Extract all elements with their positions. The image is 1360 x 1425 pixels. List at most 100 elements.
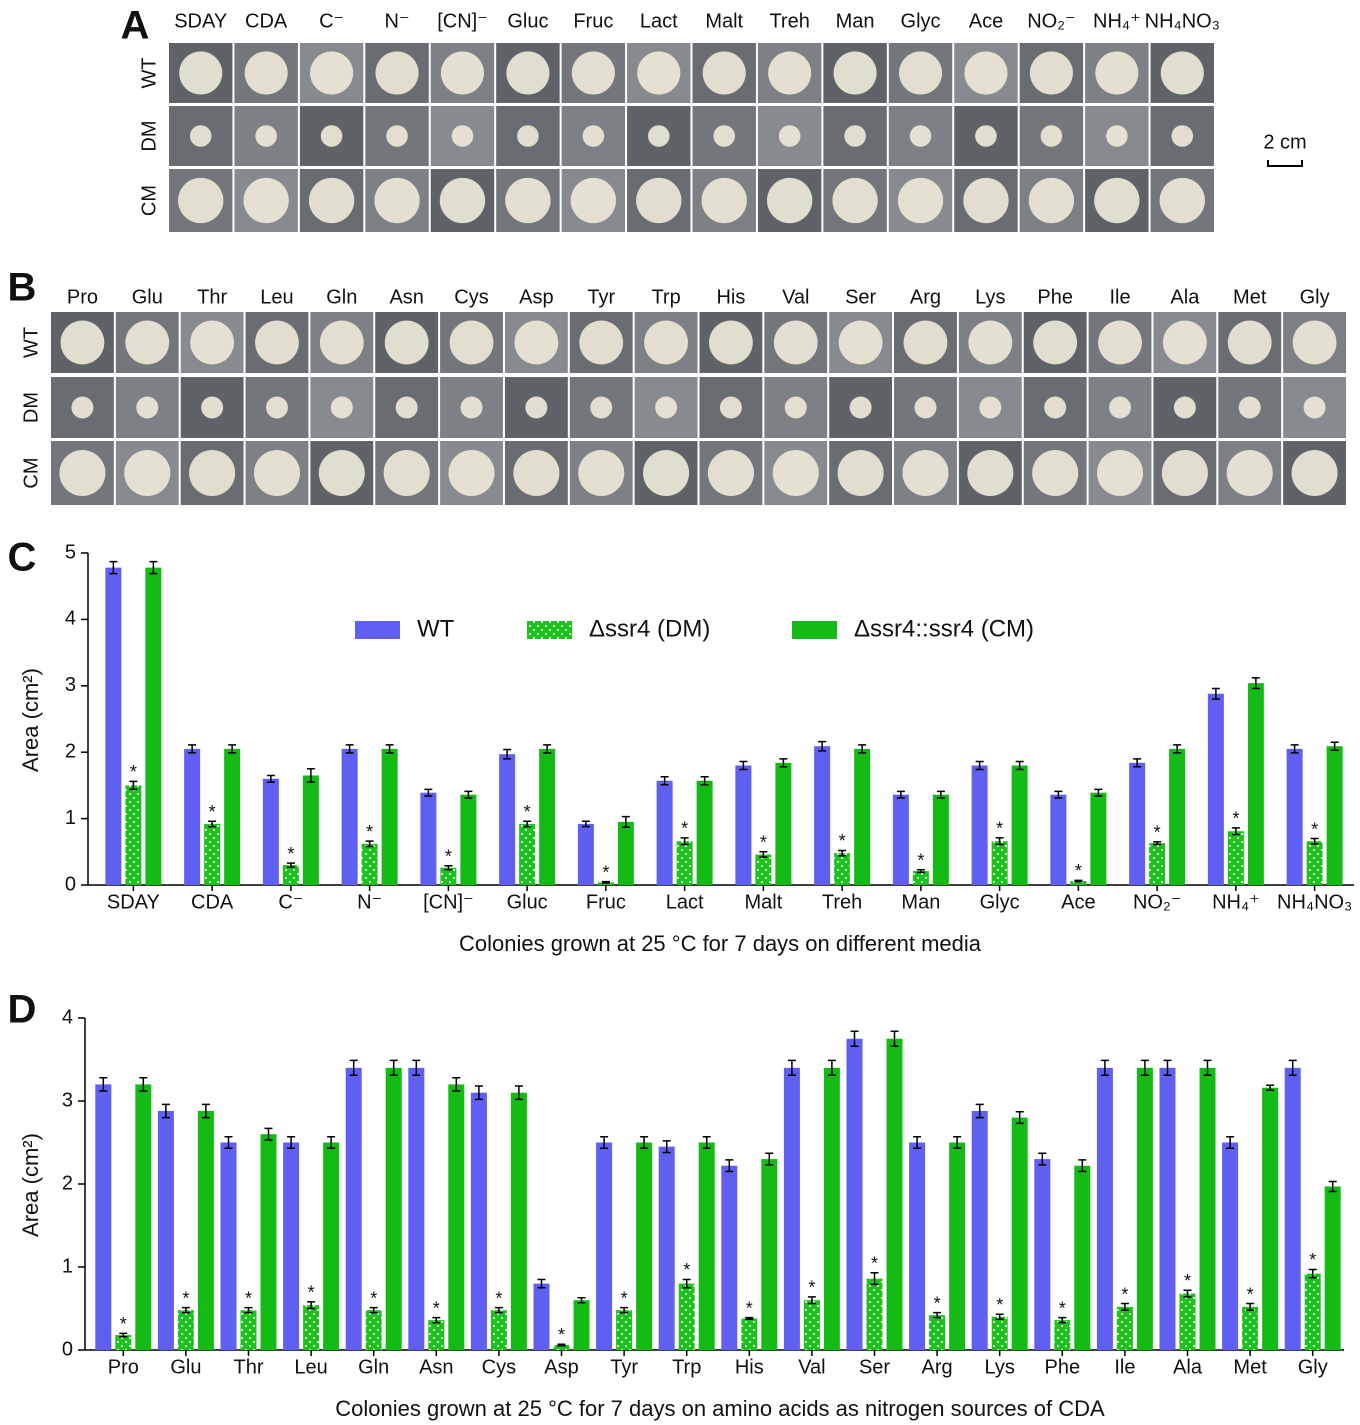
colony: [1163, 321, 1207, 365]
panel-label: B: [8, 266, 37, 310]
column-label: Pro: [67, 286, 98, 308]
x-tick-label: Arg: [922, 1356, 953, 1378]
x-tick-label: Pro: [108, 1356, 139, 1378]
column-label: Treh: [769, 10, 809, 32]
significance-marker: *: [1059, 1298, 1066, 1318]
x-tick-label: Gly: [1298, 1356, 1328, 1378]
significance-marker: *: [495, 1288, 502, 1308]
legend-label: Δssr4::ssr4 (CM): [854, 615, 1034, 642]
colony: [245, 51, 288, 94]
colony: [968, 321, 1012, 365]
column-label: Ace: [969, 10, 1003, 32]
bar: [1129, 763, 1145, 885]
bar: [887, 1039, 903, 1350]
bar: [616, 1310, 632, 1350]
colony: [1239, 397, 1261, 419]
colony: [975, 125, 997, 147]
colony: [643, 450, 689, 496]
bar: [303, 775, 319, 885]
colony: [396, 397, 418, 419]
bar: [933, 795, 949, 885]
bar: [636, 1143, 652, 1351]
bar: [539, 749, 555, 885]
colony: [525, 397, 547, 419]
colony: [702, 178, 747, 223]
colony: [648, 125, 670, 147]
colony: [703, 51, 746, 94]
bar: [1222, 1143, 1238, 1351]
column-label: Cys: [454, 286, 488, 308]
column-label: Ile: [1109, 286, 1130, 308]
colony: [386, 125, 408, 147]
x-tick-label: Gln: [358, 1356, 389, 1378]
colony: [1304, 397, 1326, 419]
x-tick-label: NH₄NO₃: [1277, 891, 1352, 913]
bar: [992, 841, 1008, 885]
colony: [1171, 125, 1193, 147]
bar: [618, 822, 634, 885]
column-label: NO₂⁻: [1027, 10, 1075, 32]
colony: [1293, 321, 1337, 365]
y-axis-title: Area (cm²): [18, 668, 43, 772]
colony: [644, 321, 688, 365]
y-tick-label: 4: [62, 1006, 73, 1028]
colony: [331, 397, 353, 419]
colony: [452, 125, 474, 147]
column-label: Asn: [389, 286, 423, 308]
colony: [448, 450, 494, 496]
colony: [583, 125, 605, 147]
bar: [428, 1320, 444, 1350]
bar: [1228, 831, 1244, 885]
bar: [1169, 749, 1185, 885]
column-label: NH₄⁺: [1093, 10, 1141, 32]
significance-marker: *: [1247, 1284, 1254, 1304]
colony: [1162, 450, 1208, 496]
colony: [963, 178, 1008, 223]
colony: [461, 397, 483, 419]
colony: [571, 178, 616, 223]
colony: [774, 321, 818, 365]
colony: [254, 450, 300, 496]
x-tick-label: Phe: [1045, 1356, 1081, 1378]
legend-swatch: [527, 621, 572, 639]
significance-marker: *: [308, 1283, 315, 1303]
colony: [910, 125, 932, 147]
y-tick-label: 1: [62, 1255, 73, 1277]
bar: [1305, 1274, 1321, 1350]
colony: [785, 397, 807, 419]
significance-marker: *: [681, 819, 688, 839]
bar: [178, 1310, 194, 1350]
x-tick-label: Gluc: [507, 891, 548, 913]
significance-marker: *: [366, 822, 373, 842]
x-tick-label: Lact: [666, 891, 704, 913]
colony: [708, 450, 754, 496]
column-label: Lact: [640, 10, 678, 32]
bar: [1325, 1186, 1341, 1350]
x-tick-label: [CN]⁻: [423, 891, 474, 913]
column-label: Thr: [197, 286, 227, 308]
column-label: Arg: [910, 286, 941, 308]
bar: [303, 1305, 319, 1350]
column-label: NH₄NO₃: [1145, 10, 1220, 32]
colony: [572, 51, 615, 94]
colony: [1029, 178, 1074, 223]
bar: [204, 824, 220, 885]
significance-marker: *: [871, 1254, 878, 1274]
x-tick-label: C⁻: [278, 891, 303, 913]
bar: [1012, 765, 1028, 885]
colony: [768, 51, 811, 94]
bar: [158, 1111, 174, 1350]
x-tick-label: Glyc: [980, 891, 1020, 913]
colony: [375, 51, 418, 94]
bar: [949, 1143, 965, 1351]
y-tick-label: 3: [62, 1089, 73, 1111]
bar: [761, 1159, 777, 1350]
significance-marker: *: [746, 1298, 753, 1318]
colony: [60, 321, 104, 365]
bar: [283, 865, 299, 885]
bar: [929, 1315, 945, 1350]
x-tick-label: Treh: [822, 891, 862, 913]
colony: [1044, 397, 1066, 419]
colony: [190, 125, 212, 147]
bar: [1149, 843, 1165, 885]
